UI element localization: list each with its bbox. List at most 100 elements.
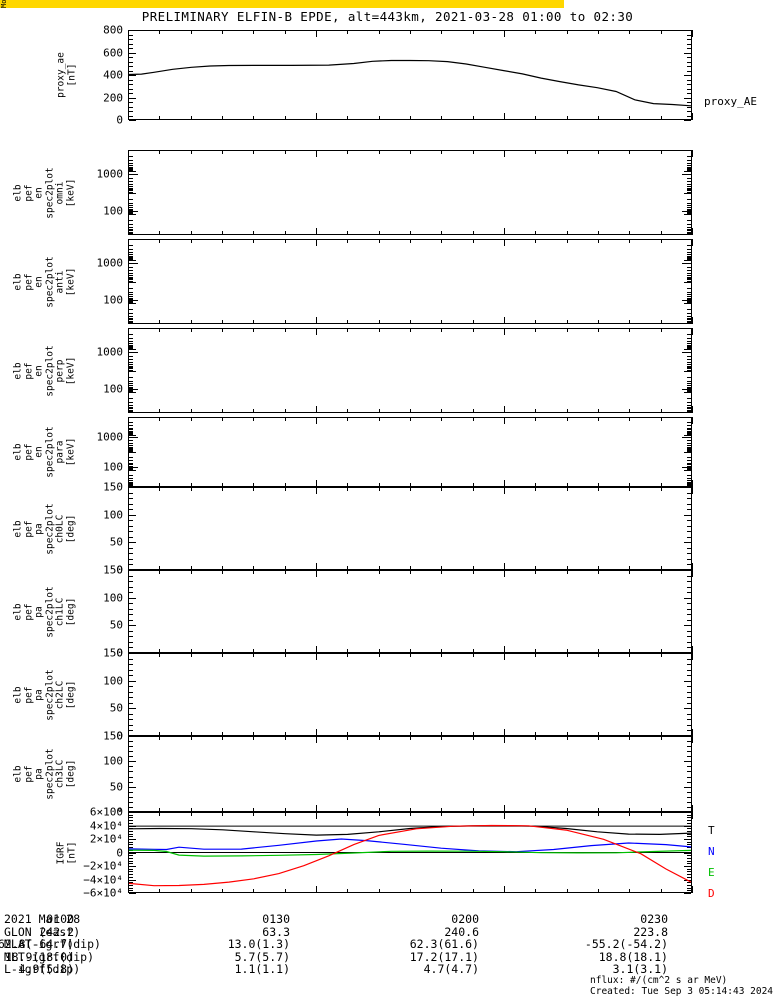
y-tick xyxy=(684,866,691,867)
x-tick xyxy=(441,566,443,570)
y-tick xyxy=(129,855,133,857)
ylabel-line: IGRF xyxy=(55,841,67,864)
x-tick xyxy=(284,417,286,421)
x-tick xyxy=(566,409,568,413)
panel-ylabel-pa-ch1lc: elb pef pa spec2plot ch1LC [deg] xyxy=(12,586,77,637)
y-minor-tick xyxy=(129,457,133,459)
x-tick xyxy=(535,239,537,243)
y-tick xyxy=(684,625,691,627)
x-tick xyxy=(441,150,443,154)
x-tick xyxy=(128,30,129,37)
y-tick xyxy=(687,88,691,90)
y-minor-tick xyxy=(687,462,691,464)
y-tick xyxy=(687,702,691,704)
y-minor-tick xyxy=(129,167,133,169)
y-tick xyxy=(129,691,133,693)
y-minor-tick xyxy=(687,245,691,247)
x-tick xyxy=(222,808,223,812)
y-minor-tick xyxy=(684,452,691,453)
y-tick xyxy=(129,766,133,768)
trace-E xyxy=(129,849,691,857)
x-tick xyxy=(159,649,161,653)
y-minor-tick xyxy=(129,192,136,194)
x-tick xyxy=(598,566,599,570)
x-tick xyxy=(504,646,505,653)
x-tick xyxy=(629,649,631,653)
panel-frame-pa-ch2lc xyxy=(128,653,692,736)
y-tick xyxy=(687,111,691,112)
x-tick xyxy=(378,487,380,491)
x-tick xyxy=(535,812,537,816)
y-tick xyxy=(687,697,691,699)
ylabel-line: en xyxy=(33,186,45,199)
y-tick-label: 0 xyxy=(116,646,123,660)
y-tick xyxy=(129,525,133,527)
x-tick xyxy=(692,729,693,736)
y-minor-tick xyxy=(687,170,691,172)
y-major-tick xyxy=(682,351,691,353)
y-tick xyxy=(687,630,691,632)
y-tick xyxy=(129,879,136,881)
ylabel-line: elb xyxy=(12,602,24,621)
x-tick xyxy=(222,417,223,421)
y-minor-tick xyxy=(687,189,691,191)
y-minor-tick xyxy=(687,398,691,400)
y-minor-tick xyxy=(687,465,691,467)
bottom-value: 5.7(5.7) xyxy=(234,949,290,964)
y-major-tick xyxy=(129,173,138,175)
y-minor-tick xyxy=(687,448,691,450)
x-tick xyxy=(535,566,537,570)
x-tick xyxy=(190,889,192,893)
y-minor-tick xyxy=(129,209,133,211)
ylabel-line: [keV] xyxy=(65,356,76,385)
y-minor-tick xyxy=(687,198,691,200)
x-tick xyxy=(629,566,631,570)
x-tick xyxy=(472,889,474,893)
y-minor-tick xyxy=(687,348,691,350)
x-tick xyxy=(316,417,317,424)
x-tick xyxy=(660,328,662,332)
y-tick xyxy=(687,781,691,783)
x-tick xyxy=(316,736,317,743)
y-minor-tick xyxy=(687,278,691,280)
y-minor-tick xyxy=(129,309,133,311)
y-tick xyxy=(129,39,133,40)
x-tick xyxy=(504,328,505,335)
y-tick xyxy=(687,509,691,511)
y-tick xyxy=(129,833,133,835)
ylabel-line: pa xyxy=(33,688,45,701)
y-minor-tick xyxy=(687,367,691,369)
x-tick xyxy=(504,563,505,570)
y-minor-tick xyxy=(687,232,691,234)
bottom-value: 4.9(5.8) xyxy=(18,962,74,977)
y-minor-tick xyxy=(687,389,691,391)
y-minor-tick xyxy=(687,340,691,342)
x-tick xyxy=(504,736,505,743)
x-tick xyxy=(660,889,662,893)
y-tick xyxy=(129,514,136,516)
x-tick xyxy=(222,30,223,34)
x-tick xyxy=(410,732,411,736)
y-tick xyxy=(684,653,691,654)
bottom-row-label: 2021 Mar 28 xyxy=(4,912,81,926)
x-tick xyxy=(598,239,599,243)
x-tick xyxy=(222,889,223,893)
x-tick xyxy=(316,113,317,120)
x-tick xyxy=(222,320,223,324)
y-minor-tick xyxy=(129,338,133,340)
x-tick xyxy=(441,732,443,736)
x-tick xyxy=(410,808,411,812)
x-tick xyxy=(316,406,317,413)
y-minor-tick xyxy=(129,223,133,225)
x-tick xyxy=(284,320,286,324)
x-tick xyxy=(566,649,568,653)
y-tick-label: 1000 xyxy=(96,345,124,359)
x-tick xyxy=(128,239,129,246)
x-tick xyxy=(347,231,349,235)
x-tick xyxy=(441,239,443,243)
y-minor-tick xyxy=(687,202,691,204)
y-minor-tick xyxy=(129,260,136,262)
x-tick xyxy=(222,483,223,487)
y-minor-tick xyxy=(684,302,691,304)
y-tick xyxy=(687,719,691,721)
